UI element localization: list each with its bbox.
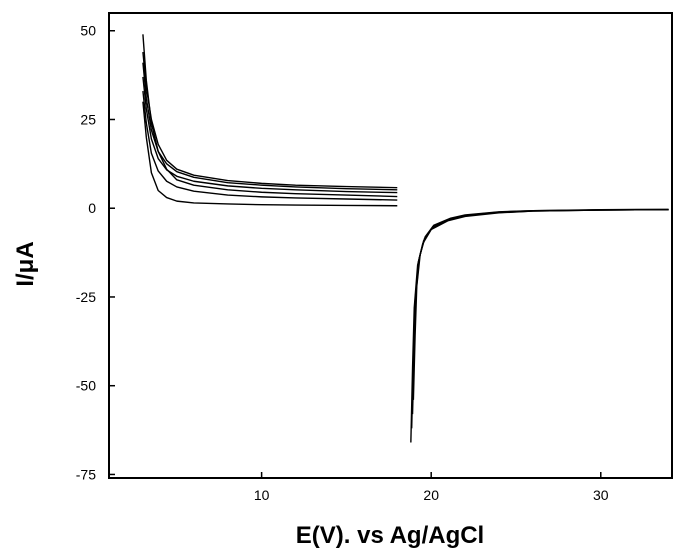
series-line-6 — [142, 101, 398, 207]
x-tick-label: 10 — [254, 487, 270, 503]
series-line-1 — [142, 34, 398, 198]
y-tick-label: 25 — [80, 111, 96, 127]
x-axis-ticks: 10 20 30 — [254, 472, 609, 503]
series-line-2 — [142, 51, 398, 189]
y-axis-title: I/μA — [12, 241, 39, 286]
series-layer — [142, 34, 669, 443]
x-axis-title: E(V). vs Ag/AgCl — [296, 522, 484, 549]
y-tick-label: 0 — [88, 200, 96, 216]
y-tick-label: -25 — [76, 289, 96, 305]
series-line-3 — [142, 62, 398, 191]
x-tick-label: 20 — [423, 487, 439, 503]
series-line-5 — [142, 91, 398, 201]
plot-frame — [108, 12, 673, 479]
series-line-10 — [412, 208, 669, 400]
y-axis-ticks: 50 25 0 -25 -50 -75 — [76, 23, 115, 482]
series-line-8 — [411, 208, 669, 429]
series-line-9 — [411, 208, 669, 415]
y-tick-label: -75 — [76, 466, 96, 482]
series-line-4 — [142, 76, 398, 194]
x-tick-label: 30 — [593, 487, 609, 503]
y-tick-label: -50 — [76, 378, 96, 394]
y-tick-label: 50 — [80, 23, 96, 39]
series-line-7 — [410, 208, 669, 443]
